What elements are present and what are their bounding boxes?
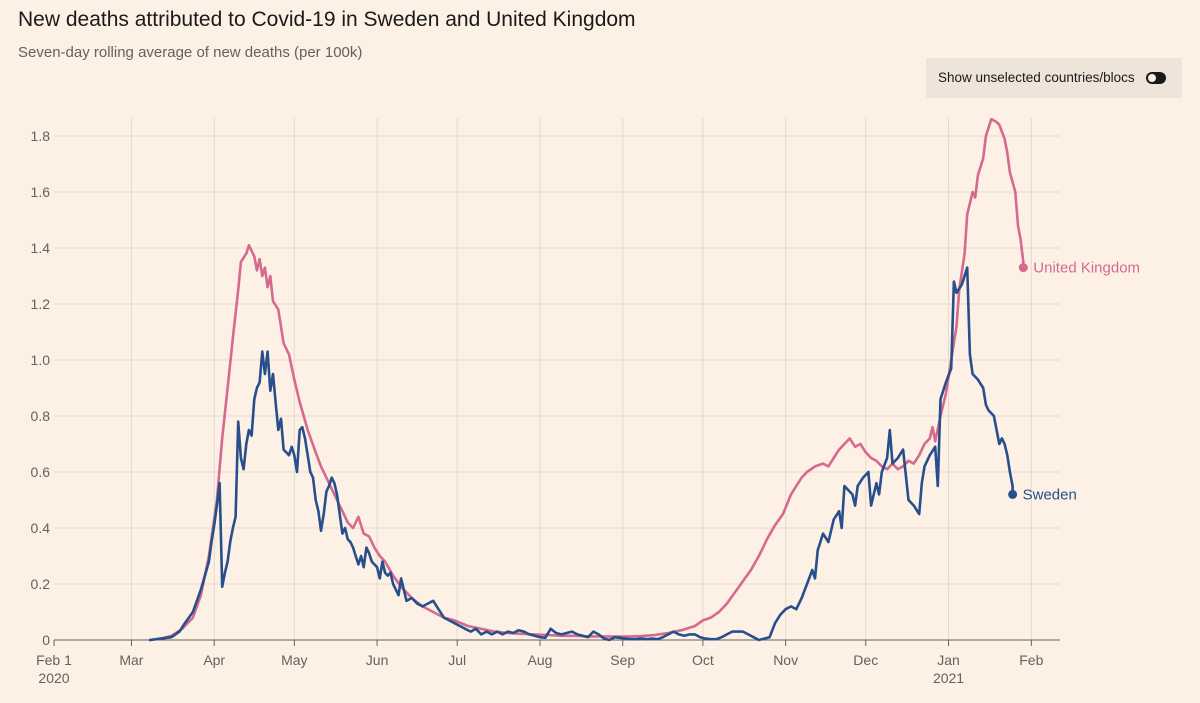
y-tick-label: 0.6 xyxy=(31,464,51,480)
series-labels: United Kingdom Sweden xyxy=(1023,260,1140,504)
series-end-dot-sweden xyxy=(1008,489,1018,499)
series xyxy=(148,117,1028,642)
x-tick-sublabel: 2021 xyxy=(933,670,964,686)
toggle-switch-icon[interactable] xyxy=(1146,72,1166,84)
toggle-knob xyxy=(1148,74,1156,82)
x-tick-label: Nov xyxy=(773,652,798,668)
x-tick-label: Aug xyxy=(528,652,553,668)
series-label-united-kingdom: United Kingdom xyxy=(1033,260,1140,277)
x-tick-label: Feb 1 xyxy=(36,652,72,668)
axes: 0 0.2 0.4 0.6 0.8 1.0 1.2 1.4 1.6 1.8 Feb 1 2020 Mar… xyxy=(31,128,1060,686)
x-tick-label: Oct xyxy=(692,652,714,668)
y-tick-label: 1.2 xyxy=(31,296,51,312)
series-line-united-kingdom xyxy=(148,117,1025,642)
y-tick-label: 1.6 xyxy=(31,184,51,200)
x-tick-label: Mar xyxy=(119,652,143,668)
y-tick-label: 1.4 xyxy=(31,240,51,256)
series-end-dot-united-kingdom xyxy=(1018,263,1028,273)
chart-subtitle: Seven-day rolling average of new deaths … xyxy=(18,44,363,61)
x-tick-label: Dec xyxy=(853,652,878,668)
x-tick-label: Apr xyxy=(203,652,225,668)
y-tick-label: 0.2 xyxy=(31,576,51,592)
x-tick-label: May xyxy=(281,652,307,668)
x-tick-label: Sep xyxy=(610,652,635,668)
series-line-sweden xyxy=(148,266,1014,642)
chart-title: New deaths attributed to Covid-19 in Swe… xyxy=(18,8,636,31)
show-unselected-toggle[interactable]: Show unselected countries/blocs xyxy=(926,58,1182,98)
x-tick-label: Feb xyxy=(1019,652,1043,668)
y-tick-label: 0.8 xyxy=(31,408,51,424)
x-tick-label: Jun xyxy=(366,652,389,668)
y-tick-label: 0.4 xyxy=(31,520,51,536)
x-tick-sublabel: 2020 xyxy=(38,670,69,686)
grid xyxy=(54,118,1060,640)
x-tick-label: Jul xyxy=(448,652,466,668)
y-tick-label: 1.8 xyxy=(31,128,51,144)
y-tick-label: 1.0 xyxy=(31,352,51,368)
toggle-label: Show unselected countries/blocs xyxy=(938,70,1135,85)
y-tick-label: 0 xyxy=(42,632,50,648)
series-label-sweden: Sweden xyxy=(1023,486,1077,503)
x-tick-label: Jan xyxy=(937,652,960,668)
